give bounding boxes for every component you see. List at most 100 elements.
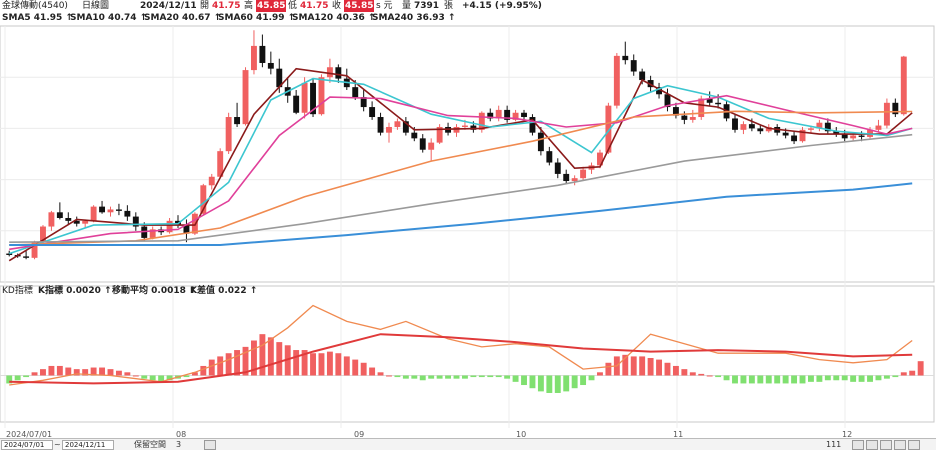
histogram-bar [217,356,224,376]
candle-body [73,220,80,224]
candle-body [554,162,561,174]
histogram-bar [369,367,376,376]
candle-body [23,256,30,258]
x-tick-label: 09 [354,430,365,439]
candle-body [225,117,232,152]
quote-header: 金球傳動(4540) 日線圖 2024/12/11 開 41.75 高 45.8… [0,0,936,12]
candle-body [369,107,376,118]
histogram-bar [352,359,359,376]
histogram-bar [326,351,333,376]
histogram-bar [824,375,831,381]
histogram-bar [478,375,485,378]
histogram-bar [807,375,814,382]
candle-body [630,60,637,72]
candle-body [335,67,342,79]
candle-body [40,226,46,243]
candle-body [613,55,620,106]
histogram-bar [605,362,612,376]
histogram-bar [40,369,46,376]
histogram-bar [132,375,139,377]
candle-body [791,135,798,142]
candle-body [419,138,426,150]
candle-body [99,206,106,213]
histogram-bar [900,372,907,376]
keep-space-value[interactable]: 3 [176,440,182,449]
indicator-legend-k: K指標 0.0020 ↑ [38,286,112,296]
candle-body [436,126,443,143]
candle-body [672,107,679,116]
candle-body [166,220,173,233]
histogram-bar [166,375,173,381]
histogram-bar [360,362,367,376]
candle-body [301,82,308,113]
low-value: 41.75 [300,1,329,11]
indicator-legend-diff: K差值 0.022 ↑ [190,286,258,296]
histogram-bar [841,375,848,381]
candle-body [259,45,266,63]
candle-body [461,125,468,127]
series-sma240 [9,182,913,246]
candle-body [453,126,460,133]
indicator-legend: KD指標 K指標 0.0020 ↑ 移動平均 0.0018 ↑ K差值 0.02… [0,285,936,297]
indicator-panel-frame [0,285,935,423]
candle-body [900,56,907,115]
candle-body [82,220,89,224]
candle-body [65,218,72,221]
open-value: 41.75 [212,1,241,11]
histogram-bar [504,375,511,379]
histogram-bar [470,375,477,378]
histogram-bar [191,372,198,376]
candle-body [394,121,401,127]
candle-body [352,87,359,98]
legend-sma10: SMA10 40.74 ↑ [70,13,148,23]
histogram-bar [883,375,890,379]
candle-body [293,95,300,113]
x-tick-label: 11 [673,430,684,439]
range-sep: ~ [54,440,61,449]
candle-body [512,112,519,120]
volume-unit: 張 [444,1,454,11]
candle-body [234,117,241,125]
candle-body [310,82,316,115]
histogram-bar [816,375,823,382]
indicator-legend-ma: 移動平均 0.0018 ↑ [112,286,197,296]
candle-body [546,151,553,163]
candle-body [841,134,848,139]
histogram-bar [672,365,679,376]
candle-body [267,62,274,69]
candle-body [656,87,662,95]
candle-body [892,102,899,115]
histogram-bar [563,375,570,392]
histogram-bar [706,375,713,377]
candle-body [276,68,283,88]
candle-body [807,128,814,130]
histogram-bar [225,353,232,376]
histogram-bar [833,375,840,381]
histogram-bar [740,375,747,384]
histogram-bar [757,375,764,384]
histogram-bar [791,375,798,384]
candle-body [326,67,333,78]
candle-body [833,131,840,135]
candle-body [217,151,224,177]
candle-body [132,216,139,227]
candle-body [149,229,156,238]
histogram-bar [242,346,249,376]
series-ma-line [9,333,913,385]
candle-body [242,70,249,125]
x-tick-label: 08 [176,430,187,439]
histogram-bar [774,375,781,384]
histogram-bar [335,353,342,376]
histogram-bar [546,375,553,393]
histogram-bar [892,375,899,378]
candle-body [107,209,114,213]
candle-body [782,132,789,136]
candle-body [251,45,257,71]
histogram-bar [419,375,426,381]
candle-body [478,112,485,130]
histogram-bar [512,375,519,382]
histogram-bar [875,375,882,381]
stock-name: 金球傳動(4540) [2,1,68,11]
histogram-bar [529,375,536,389]
